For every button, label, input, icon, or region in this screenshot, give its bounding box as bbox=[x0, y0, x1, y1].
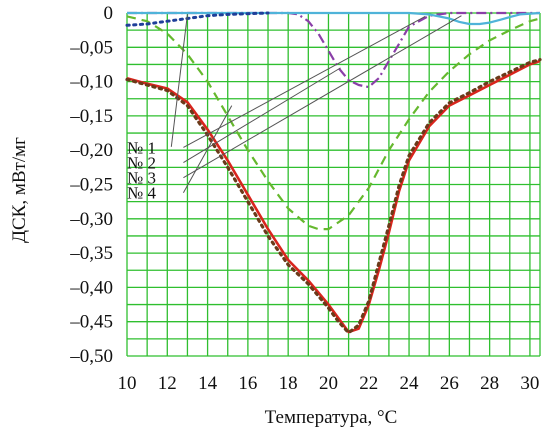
callout-leader bbox=[182, 105, 233, 193]
y-tick-label: –0,45 bbox=[69, 312, 113, 333]
y-tick-label: –0,30 bbox=[69, 209, 113, 230]
callout-leader bbox=[183, 15, 462, 179]
y-tick-label: –0,15 bbox=[69, 106, 113, 127]
x-tick-label: 24 bbox=[400, 373, 420, 394]
callout-label: № 3 bbox=[127, 169, 156, 188]
x-tick-label: 10 bbox=[118, 373, 137, 394]
callout-layer: № 1№ 2№ 3№ 4 bbox=[127, 14, 462, 203]
x-axis-ticks: 10 12 14 16 18 20 22 24 26 28 30 bbox=[118, 373, 540, 394]
series-line-fit-blue-dotted bbox=[125, 11, 270, 27]
x-tick-label: 28 bbox=[480, 373, 499, 394]
series-line-fit-brown-dotted bbox=[125, 57, 542, 335]
x-axis-title: Температура, °C bbox=[265, 407, 398, 428]
x-tick-label: 16 bbox=[238, 373, 257, 394]
y-tick-label: –0,10 bbox=[69, 72, 113, 93]
x-tick-label: 18 bbox=[279, 373, 298, 394]
x-tick-label: 26 bbox=[440, 373, 459, 394]
callout-leader bbox=[170, 14, 188, 147]
series-line-4 bbox=[126, 59, 541, 334]
y-tick-label: –0,25 bbox=[69, 175, 113, 196]
x-tick-label: 14 bbox=[198, 373, 218, 394]
callout-leader bbox=[183, 15, 426, 148]
y-axis-ticks: 0 –0,05 –0,10 –0,15 –0,20 –0,25 –0,30 –0,35 –0,4… bbox=[69, 3, 113, 367]
y-axis-title: ДСК, мВт/мг bbox=[9, 137, 30, 243]
y-tick-label: –0,40 bbox=[69, 277, 113, 298]
x-tick-label: 12 bbox=[158, 373, 177, 394]
callout-label: № 1 bbox=[127, 138, 156, 157]
callout-leader bbox=[183, 67, 341, 163]
y-tick-label: 0 bbox=[104, 3, 114, 24]
y-tick-label: –0,20 bbox=[69, 140, 113, 161]
series-line-2 bbox=[127, 11, 541, 26]
series-line-3 bbox=[126, 15, 541, 231]
y-tick-label: –0,05 bbox=[69, 37, 113, 58]
y-tick-label: –0,50 bbox=[69, 346, 113, 367]
series-line-1 bbox=[127, 11, 540, 89]
x-tick-label: 30 bbox=[520, 373, 539, 394]
x-tick-label: 22 bbox=[359, 373, 378, 394]
y-tick-label: –0,35 bbox=[69, 243, 113, 264]
callout-label: № 2 bbox=[127, 154, 156, 173]
chart-series-layer bbox=[125, 11, 542, 335]
callout-label: № 4 bbox=[127, 184, 156, 203]
chart-grid bbox=[126, 12, 541, 357]
x-tick-label: 20 bbox=[319, 373, 338, 394]
